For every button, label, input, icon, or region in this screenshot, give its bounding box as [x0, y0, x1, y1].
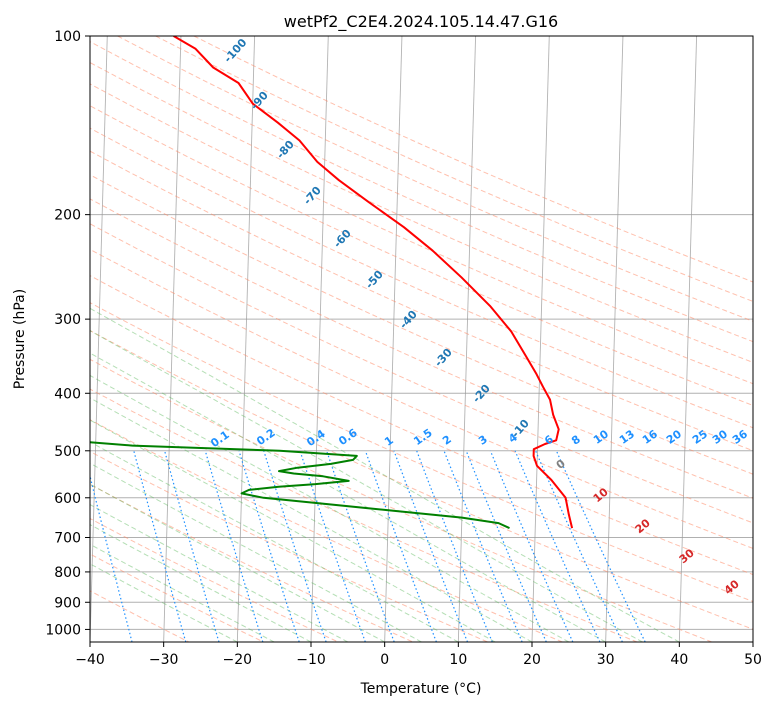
mixing-ratio-line — [204, 450, 264, 642]
moist-adiabat-line — [90, 462, 422, 642]
mixing-ratio-line — [299, 450, 366, 642]
mixing-ratio-line — [489, 450, 574, 642]
chart-title: wetPf2_C2E4.2024.105.14.47.G16 — [284, 12, 558, 32]
mixing-ratio-line — [164, 450, 220, 642]
dry-adiabat-line — [90, 198, 753, 499]
dry-adiabat-line — [90, 150, 753, 452]
y-tick-label: 100 — [54, 29, 81, 45]
axes: −40 −30 −20 −10 0 10 20 30 40 50 100 200 300 400 500 60… — [45, 29, 762, 668]
x-tick-label: 50 — [744, 652, 762, 668]
moist-adiabat-line — [90, 352, 606, 642]
mixing-ratio-line — [133, 450, 187, 642]
y-tick-label: 200 — [54, 208, 81, 224]
moist-adiabat-line — [90, 307, 680, 642]
dry-adiabat-line — [90, 62, 753, 363]
dry-adiabat-line — [90, 127, 753, 429]
dry-adiabat-line — [155, 36, 753, 302]
mixing-ratio-line — [393, 450, 469, 642]
moist-adiabat-line — [90, 543, 275, 642]
x-tick-label: −20 — [223, 652, 253, 668]
x-tick-label: 0 — [380, 652, 389, 668]
mixing-ratio-line — [326, 450, 395, 642]
dry-adiabat-line — [90, 419, 563, 642]
x-tick-label: 30 — [597, 652, 615, 668]
temperature-line — [173, 36, 574, 529]
isotherm-line — [163, 36, 182, 642]
plot-frame — [89, 35, 754, 643]
mixing-ratio-line — [90, 473, 133, 642]
mixing-ratio-line — [364, 450, 437, 642]
moist-adiabat-line — [90, 419, 496, 642]
y-axis-label: Pressure (hPa) — [12, 289, 28, 389]
mixing-ratio-line — [416, 450, 493, 642]
dry-adiabat-line — [90, 330, 753, 630]
dry-adiabat-line — [90, 248, 753, 549]
x-tick-label: −10 — [296, 652, 326, 668]
isotherm-line — [90, 36, 108, 642]
isotherm-line — [236, 36, 256, 642]
mixing-ratio-line — [238, 450, 300, 642]
x-axis-label: Temperature (°C) — [360, 681, 482, 697]
y-tick-label: 500 — [54, 444, 81, 460]
y-tick-label: 600 — [54, 491, 81, 507]
dry-adiabat-line — [90, 483, 414, 642]
x-tick-label: 20 — [523, 652, 541, 668]
moist-adiabat-line — [90, 524, 312, 642]
x-tick-label: −40 — [75, 652, 105, 668]
x-tick-label: −30 — [149, 652, 179, 668]
dry-adiabat-line — [90, 275, 753, 576]
mixing-ratio-line — [465, 450, 547, 642]
profiles — [90, 36, 574, 530]
dry-adiabat-line — [90, 223, 753, 524]
moist-adiabat-line — [90, 503, 349, 642]
moist-adiabat-line — [90, 483, 385, 642]
y-tick-label: 800 — [54, 565, 81, 581]
y-tick-label: 700 — [54, 531, 81, 547]
isotherm-line — [605, 36, 624, 642]
moist-adiabat-line — [90, 563, 238, 642]
moist-adiabat-line — [90, 330, 643, 642]
dry-adiabat-line — [90, 553, 264, 642]
isotherm-line — [384, 36, 403, 642]
x-tick-label: 40 — [670, 652, 688, 668]
y-tick-label: 300 — [54, 312, 81, 328]
mixing-ratio-line — [443, 450, 523, 642]
y-tick-label: 400 — [54, 386, 81, 402]
isotherm-line — [457, 36, 477, 642]
dry-adiabat-line — [90, 450, 488, 642]
isotherm-line — [678, 36, 698, 642]
y-tick-label: 900 — [54, 595, 81, 611]
dry-adiabat-line — [90, 302, 753, 603]
x-tick-label: 10 — [449, 652, 467, 668]
mixing-ratio-line — [263, 450, 327, 642]
isotherm-line — [531, 36, 550, 642]
dry-adiabat-line — [90, 83, 753, 385]
dewpoint-line — [90, 441, 510, 530]
y-tick-label: 1000 — [45, 622, 81, 638]
dry-adiabat-line — [90, 358, 712, 642]
dry-adiabat-line — [117, 36, 753, 322]
